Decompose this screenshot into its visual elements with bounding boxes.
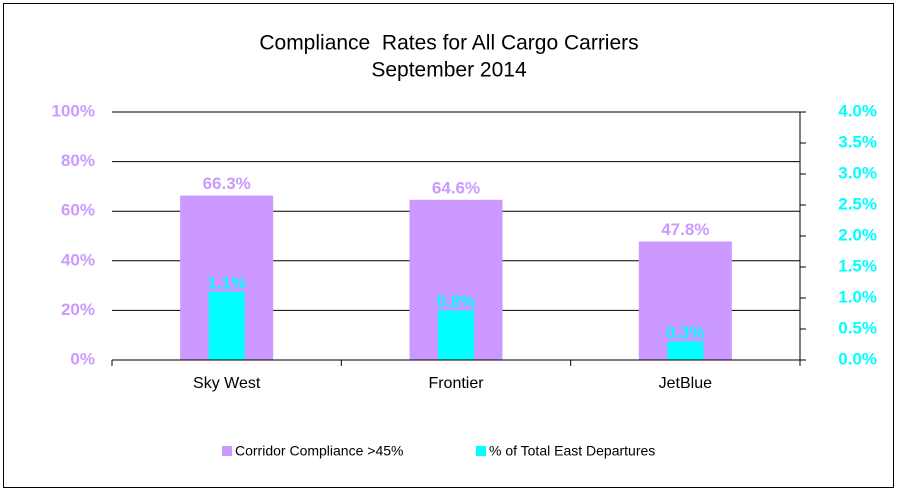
y-tick-label: 100% — [52, 101, 95, 120]
x-tick-label: JetBlue — [659, 375, 712, 392]
y-tick-label: 20% — [61, 300, 95, 319]
bar — [638, 241, 732, 360]
legend-swatch — [476, 446, 486, 456]
legend-swatch — [222, 446, 232, 456]
y2-tick-label: 2.0% — [838, 225, 877, 244]
y2-tick-label: 3.0% — [838, 163, 877, 182]
data-label: 0.8% — [437, 292, 476, 311]
y-tick-label: 60% — [61, 201, 95, 220]
bar — [208, 291, 245, 360]
bar — [667, 341, 704, 360]
y2-tick-label: 3.5% — [838, 132, 877, 151]
y2-tick-label: 2.5% — [838, 194, 877, 213]
chart-title: Compliance Rates for All Cargo Carriers — [259, 32, 638, 55]
y-tick-label: 40% — [61, 250, 95, 269]
y2-tick-label: 1.5% — [838, 256, 877, 275]
y-tick-label: 80% — [61, 151, 95, 170]
bar — [438, 310, 474, 360]
data-label: 64.6% — [432, 178, 480, 197]
y2-tick-label: 0.0% — [838, 349, 877, 368]
legend-label: Corridor Compliance >45% — [235, 443, 403, 459]
chart-subtitle: September 2014 — [371, 59, 527, 82]
y2-tick-label: 0.5% — [838, 318, 877, 337]
y2-tick-label: 1.0% — [838, 287, 877, 306]
data-label: 66.3% — [203, 174, 251, 193]
data-label: 47.8% — [661, 220, 709, 239]
data-label: 1.1% — [207, 273, 246, 292]
y-tick-label: 0% — [70, 349, 95, 368]
x-tick-label: Sky West — [193, 375, 261, 392]
data-label: 0.3% — [666, 323, 705, 342]
legend-label: % of Total East Departures — [489, 443, 655, 459]
x-tick-label: Frontier — [428, 375, 484, 392]
y2-tick-label: 4.0% — [838, 101, 877, 120]
